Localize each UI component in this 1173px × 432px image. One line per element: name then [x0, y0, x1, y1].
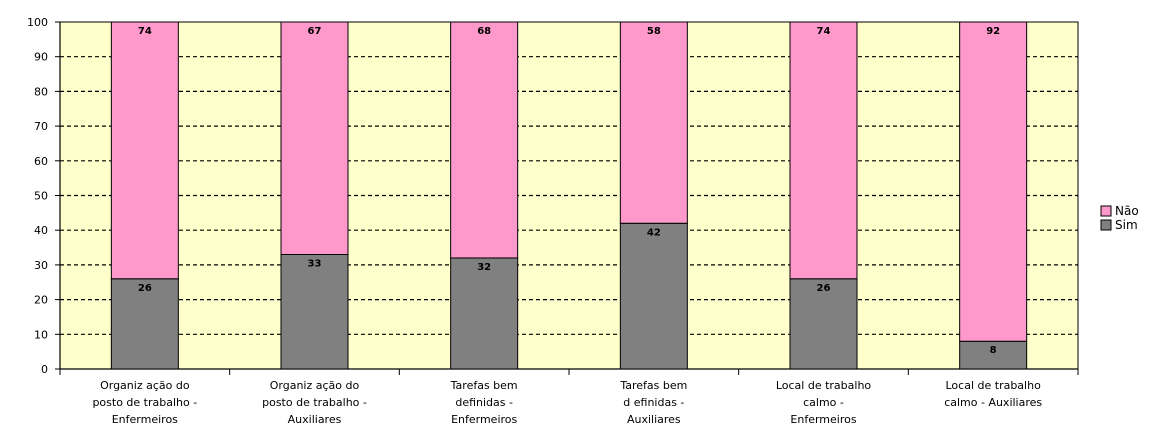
x-category-label: posto de trabalho - [262, 396, 367, 409]
bar-sim-4 [789, 278, 858, 370]
data-label-n-o-3: 58 [647, 26, 661, 37]
data-label-sim-1: 33 [308, 258, 322, 269]
bar-n-o-2 [450, 21, 519, 259]
x-category-label: posto de trabalho - [92, 396, 197, 409]
bar-sim-3 [619, 222, 688, 370]
data-label-n-o-0: 74 [138, 26, 152, 37]
x-category-label: Local de trabalho [776, 379, 872, 392]
y-tick-label: 60 [34, 155, 48, 168]
y-tick-label: 10 [34, 328, 48, 341]
data-label-n-o-1: 67 [308, 26, 322, 37]
x-category-label: Enfermeiros [112, 413, 178, 426]
x-category-label: Auxiliares [288, 413, 342, 426]
x-category-label: Enfermeiros [451, 413, 517, 426]
data-labels: 26 74 33 67 32 68 42 58 26 74 8 92 [138, 26, 1000, 356]
x-category-label: Tarefas bem [619, 379, 687, 392]
data-label-n-o-4: 74 [817, 26, 831, 37]
x-category-label: Local de trabalho [946, 379, 1042, 392]
bar-sim-5 [959, 340, 1028, 370]
legend-label-n-o: Não [1115, 204, 1139, 218]
axes: 0 10 20 30 40 50 60 70 80 90 100 [27, 16, 1079, 376]
legend-label-sim: Sim [1115, 218, 1138, 232]
legend-swatch-n-o [1100, 205, 1112, 217]
bar-n-o-5 [959, 21, 1028, 342]
legend-swatch-sim [1100, 219, 1112, 231]
x-axis-labels: Organiz ação do posto de trabalho - Enferm… [92, 379, 1042, 426]
plot-area [59, 21, 1079, 370]
x-category-label: Tarefas bem [450, 379, 518, 392]
bar-sim-0 [110, 278, 179, 370]
y-tick-label: 30 [34, 259, 48, 272]
y-tick-label: 20 [34, 294, 48, 307]
data-label-sim-2: 32 [477, 262, 491, 273]
y-tick-label: 80 [34, 85, 48, 98]
y-tick-label: 50 [34, 190, 48, 203]
x-category-label: Enfermeiros [790, 413, 856, 426]
data-label-sim-3: 42 [647, 227, 661, 238]
x-category-label: definidas - [455, 396, 513, 409]
y-tick-label: 100 [27, 16, 48, 29]
bar-n-o-0 [110, 21, 179, 280]
bar-n-o-4 [789, 21, 858, 280]
bars [110, 21, 1028, 370]
data-label-n-o-5: 92 [986, 26, 1000, 37]
data-label-sim-0: 26 [138, 283, 152, 294]
data-label-sim-4: 26 [817, 283, 831, 294]
bar-sim-1 [280, 253, 349, 370]
x-category-label: calmo - Auxiliares [944, 396, 1042, 409]
x-category-label: Organiz ação do [100, 379, 190, 392]
data-label-n-o-2: 68 [477, 26, 491, 37]
y-tick-label: 90 [34, 51, 48, 64]
y-tick-label: 40 [34, 224, 48, 237]
y-tick-label: 70 [34, 120, 48, 133]
x-category-label: d efinidas - [623, 396, 684, 409]
y-tick-label: 0 [41, 363, 48, 376]
bar-n-o-1 [280, 21, 349, 255]
x-category-label: Auxiliares [627, 413, 681, 426]
x-category-label: Organiz ação do [270, 379, 360, 392]
bar-sim-2 [450, 257, 519, 370]
bar-n-o-3 [619, 21, 688, 224]
data-label-sim-5: 8 [990, 345, 997, 356]
plot-background [60, 22, 1078, 369]
x-category-label: calmo - [803, 396, 844, 409]
